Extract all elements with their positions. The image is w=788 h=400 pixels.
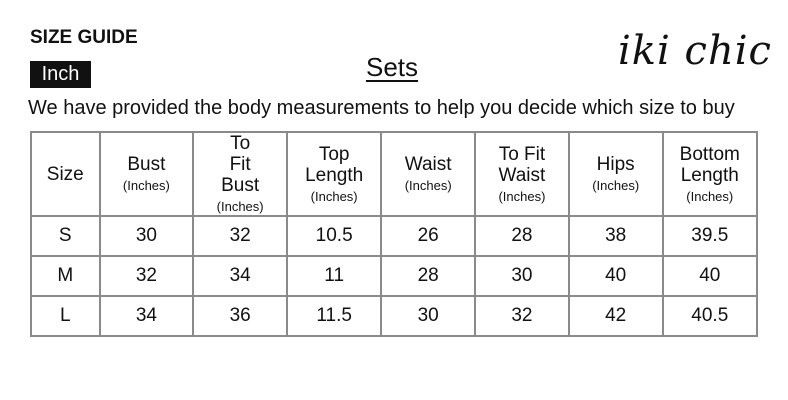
- table-cell: 42: [567, 295, 664, 337]
- column-unit: (Inches): [592, 178, 640, 193]
- table-cell: 40: [567, 255, 664, 297]
- column-label: Bust: [127, 154, 166, 175]
- intro-text: We have provided the body measurements t…: [28, 97, 735, 119]
- table-cell: 11.5: [286, 295, 383, 337]
- table-row: L 34 36 11.5 30 32 42 40.5: [30, 295, 759, 337]
- column-label: To Fit Waist: [498, 143, 546, 186]
- column-unit: (Inches): [122, 178, 170, 193]
- table-cell: 34: [98, 295, 195, 337]
- table-row: M 32 34 11 28 30 40 40: [30, 255, 759, 297]
- column-label: Hips: [596, 154, 635, 175]
- size-table: Size Bust (Inches) To Fit Bust (Inches) Top L…: [30, 131, 759, 337]
- table-cell: 40.5: [661, 295, 759, 337]
- column-unit: (Inches): [404, 178, 452, 193]
- table-cell: 39.5: [661, 215, 759, 257]
- table-cell: 28: [474, 215, 570, 257]
- column-unit: (Inches): [310, 188, 358, 204]
- table-cell: 30: [474, 255, 570, 297]
- column-header: To Fit Waist (Inches): [474, 131, 570, 217]
- table-cell: 30: [98, 215, 195, 257]
- column-header: Waist (Inches): [380, 131, 477, 217]
- unit-badge: Inch: [30, 61, 91, 88]
- column-header: To Fit Bust (Inches): [192, 131, 289, 217]
- table-cell: 11: [286, 255, 383, 297]
- table-cell: 40: [661, 255, 759, 297]
- column-header: Top Length (Inches): [286, 131, 383, 217]
- table-cell: 36: [192, 295, 289, 337]
- column-unit: (Inches): [686, 188, 734, 204]
- table-cell: 34: [192, 255, 289, 297]
- column-label: Waist: [404, 154, 452, 175]
- table-cell: 32: [98, 255, 195, 297]
- table-cell: 32: [474, 295, 570, 337]
- brand-logo: iki chic: [618, 28, 772, 74]
- table-cell: 26: [380, 215, 477, 257]
- table-cell: S: [30, 215, 101, 257]
- column-label: To Fit Bust: [221, 133, 260, 196]
- table-cell: 32: [192, 215, 289, 257]
- table-cell: 10.5: [286, 215, 383, 257]
- column-header: Size: [30, 131, 101, 217]
- table-row: S 30 32 10.5 26 28 38 39.5: [30, 215, 759, 257]
- column-label: Top Length: [305, 143, 364, 186]
- column-label: Bottom Length: [679, 143, 740, 186]
- table-cell: M: [30, 255, 101, 297]
- table-cell: 38: [567, 215, 664, 257]
- column-label: Size: [46, 163, 84, 185]
- column-unit: (Inches): [216, 199, 264, 214]
- column-header: Bottom Length (Inches): [661, 131, 759, 217]
- column-header: Bust (Inches): [98, 131, 195, 217]
- table-cell: 28: [380, 255, 477, 297]
- table-header-row: Size Bust (Inches) To Fit Bust (Inches) Top L…: [30, 131, 759, 217]
- size-guide-title: SIZE GUIDE: [30, 27, 138, 48]
- column-unit: (Inches): [498, 188, 546, 204]
- category-title: Sets: [365, 52, 419, 82]
- table-cell: 30: [380, 295, 477, 337]
- column-header: Hips (Inches): [567, 131, 664, 217]
- table-cell: L: [30, 295, 101, 337]
